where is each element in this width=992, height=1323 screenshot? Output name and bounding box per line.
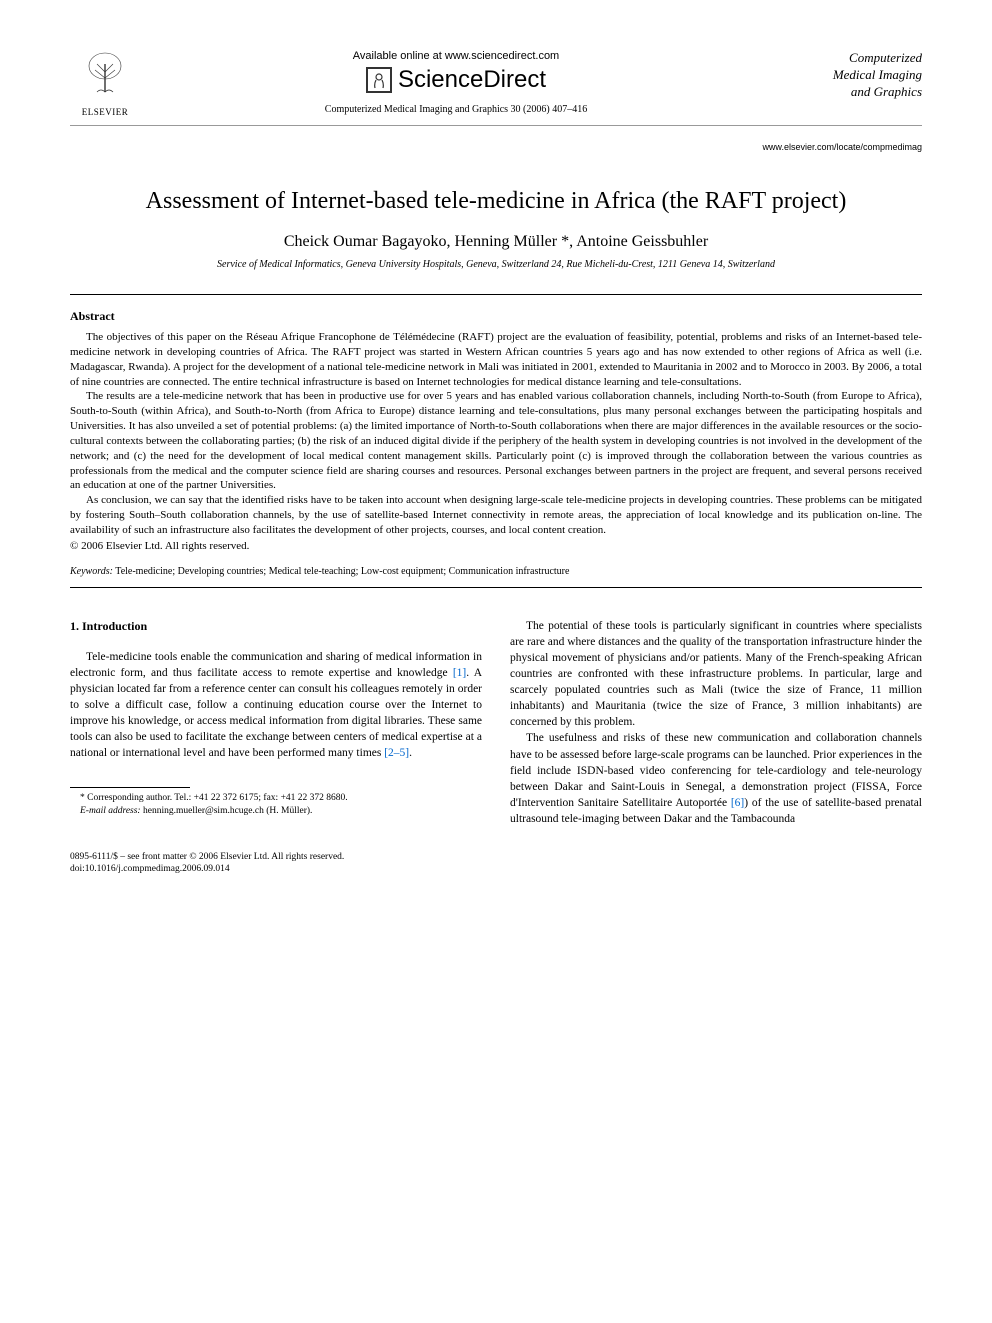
sciencedirect-icon (366, 67, 392, 93)
abstract-p3: As conclusion, we can say that the ident… (70, 493, 922, 538)
footnote-rule (70, 787, 190, 788)
article-title: Assessment of Internet-based tele-medici… (70, 188, 922, 215)
journal-name-line1: Computerized (849, 50, 922, 65)
citation-line: Computerized Medical Imaging and Graphic… (160, 104, 752, 115)
corresponding-author-footnote: * Corresponding author. Tel.: +41 22 372… (70, 792, 482, 804)
elsevier-logo: ELSEVIER (70, 50, 140, 117)
keywords-label: Keywords: (70, 566, 113, 577)
affiliation: Service of Medical Informatics, Geneva U… (70, 259, 922, 270)
sciencedirect-text: ScienceDirect (398, 66, 546, 94)
keywords-text: Tele-medicine; Developing countries; Med… (113, 566, 569, 577)
journal-name-line2: Medical Imaging (833, 67, 922, 82)
email-label: E-mail address: (80, 806, 141, 816)
journal-name: Computerized Medical Imaging and Graphic… (772, 50, 922, 101)
available-online-text: Available online at www.sciencedirect.co… (160, 50, 752, 62)
page-footer: 0895-6111/$ – see front matter © 2006 El… (70, 851, 922, 876)
journal-box: Computerized Medical Imaging and Graphic… (772, 50, 922, 101)
ref-link-1[interactable]: [1] (453, 667, 466, 679)
sciencedirect-logo: ScienceDirect (160, 66, 752, 94)
center-header: Available online at www.sciencedirect.co… (140, 50, 772, 115)
footer-line1: 0895-6111/$ – see front matter © 2006 El… (70, 851, 922, 863)
intro-p1-c: . (409, 747, 412, 759)
abstract-bottom-rule (70, 587, 922, 588)
right-column: The potential of these tools is particul… (510, 618, 922, 827)
body-columns: 1. Introduction Tele-medicine tools enab… (70, 618, 922, 827)
abstract-top-rule (70, 294, 922, 295)
col2-p1: The potential of these tools is particul… (510, 618, 922, 731)
footer-line2: doi:10.1016/j.compmedimag.2006.09.014 (70, 863, 922, 875)
email-footnote: E-mail address: henning.mueller@sim.hcug… (70, 805, 482, 817)
elsevier-label: ELSEVIER (70, 107, 140, 117)
ref-link-6[interactable]: [6] (731, 797, 744, 809)
journal-name-line3: and Graphics (851, 84, 922, 99)
intro-p1-b: . A physician located far from a referen… (70, 667, 482, 759)
abstract-p1: The objectives of this paper on the Rése… (70, 330, 922, 389)
abstract-p2: The results are a tele-medicine network … (70, 389, 922, 493)
page-container: ELSEVIER Available online at www.science… (0, 0, 992, 916)
keywords-line: Keywords: Tele-medicine; Developing coun… (70, 566, 922, 577)
col2-p2: The usefulness and risks of these new co… (510, 730, 922, 827)
section-1-heading: 1. Introduction (70, 618, 482, 635)
intro-p1-a: Tele-medicine tools enable the communica… (70, 651, 482, 679)
left-column: 1. Introduction Tele-medicine tools enab… (70, 618, 482, 827)
abstract-heading: Abstract (70, 309, 922, 324)
intro-p1: Tele-medicine tools enable the communica… (70, 649, 482, 762)
journal-url: www.elsevier.com/locate/compmedimag (70, 142, 922, 152)
authors-line: Cheick Oumar Bagayoko, Henning Müller *,… (70, 233, 922, 251)
ref-link-2-5[interactable]: [2–5] (384, 747, 409, 759)
copyright-line: © 2006 Elsevier Ltd. All rights reserved… (70, 540, 922, 552)
elsevier-tree-icon (70, 50, 140, 107)
email-value: henning.mueller@sim.hcuge.ch (H. Müller)… (141, 806, 313, 816)
header-row: ELSEVIER Available online at www.science… (70, 50, 922, 126)
authors-text: Cheick Oumar Bagayoko, Henning Müller *,… (284, 233, 708, 250)
